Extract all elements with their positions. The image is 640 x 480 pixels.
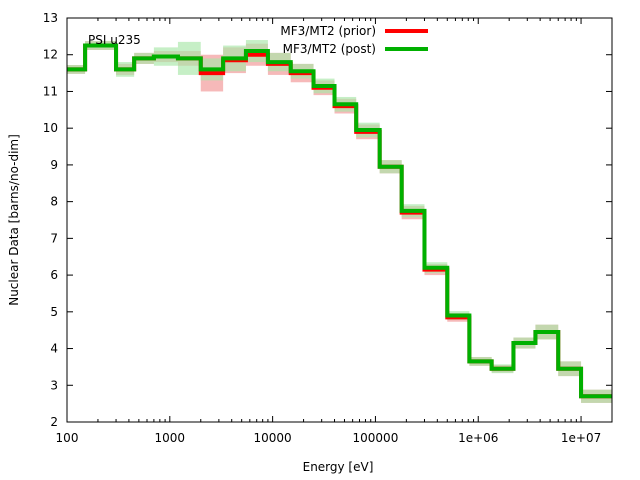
- x-tick-label: 10000: [254, 431, 292, 445]
- y-tick-label: 3: [50, 378, 58, 392]
- y-tick-label: 12: [43, 48, 58, 62]
- series-line-post: [67, 43, 612, 399]
- y-tick-label: 4: [50, 342, 58, 356]
- x-tick-label: 1e+06: [458, 431, 498, 445]
- series-lines: [67, 43, 612, 399]
- legend-label-post: MF3/MT2 (post): [283, 42, 376, 56]
- legend-label-prior: MF3/MT2 (prior): [280, 24, 376, 38]
- y-tick-label: 10: [43, 121, 58, 135]
- legend: MF3/MT2 (prior) MF3/MT2 (post): [280, 24, 428, 56]
- x-tick-label: 1e+07: [561, 431, 601, 445]
- y-tick-label: 8: [50, 195, 58, 209]
- y-tick-label: 9: [50, 158, 58, 172]
- x-axis-label: Energy [eV]: [303, 460, 374, 474]
- y-tick-label: 11: [43, 84, 58, 98]
- uncertainty-bands: [67, 40, 612, 403]
- x-tick-label: 1000: [155, 431, 186, 445]
- y-tick-label: 6: [50, 268, 58, 282]
- y-tick-label: 7: [50, 231, 58, 245]
- axis-ticks: 2 3 4 5 6 7 8 9 10 11 12 13 100 1000 10000 100000 1e+06 1…: [43, 11, 613, 445]
- chart-title: PSI u235: [88, 33, 141, 47]
- y-tick-label: 13: [43, 11, 58, 25]
- y-tick-label: 2: [50, 415, 58, 429]
- x-tick-label: 100000: [353, 431, 399, 445]
- y-tick-label: 5: [50, 305, 58, 319]
- plot-frame: [66, 17, 613, 423]
- y-axis-label: Nuclear Data [barns/no-dim]: [7, 134, 21, 306]
- x-tick-label: 100: [56, 431, 79, 445]
